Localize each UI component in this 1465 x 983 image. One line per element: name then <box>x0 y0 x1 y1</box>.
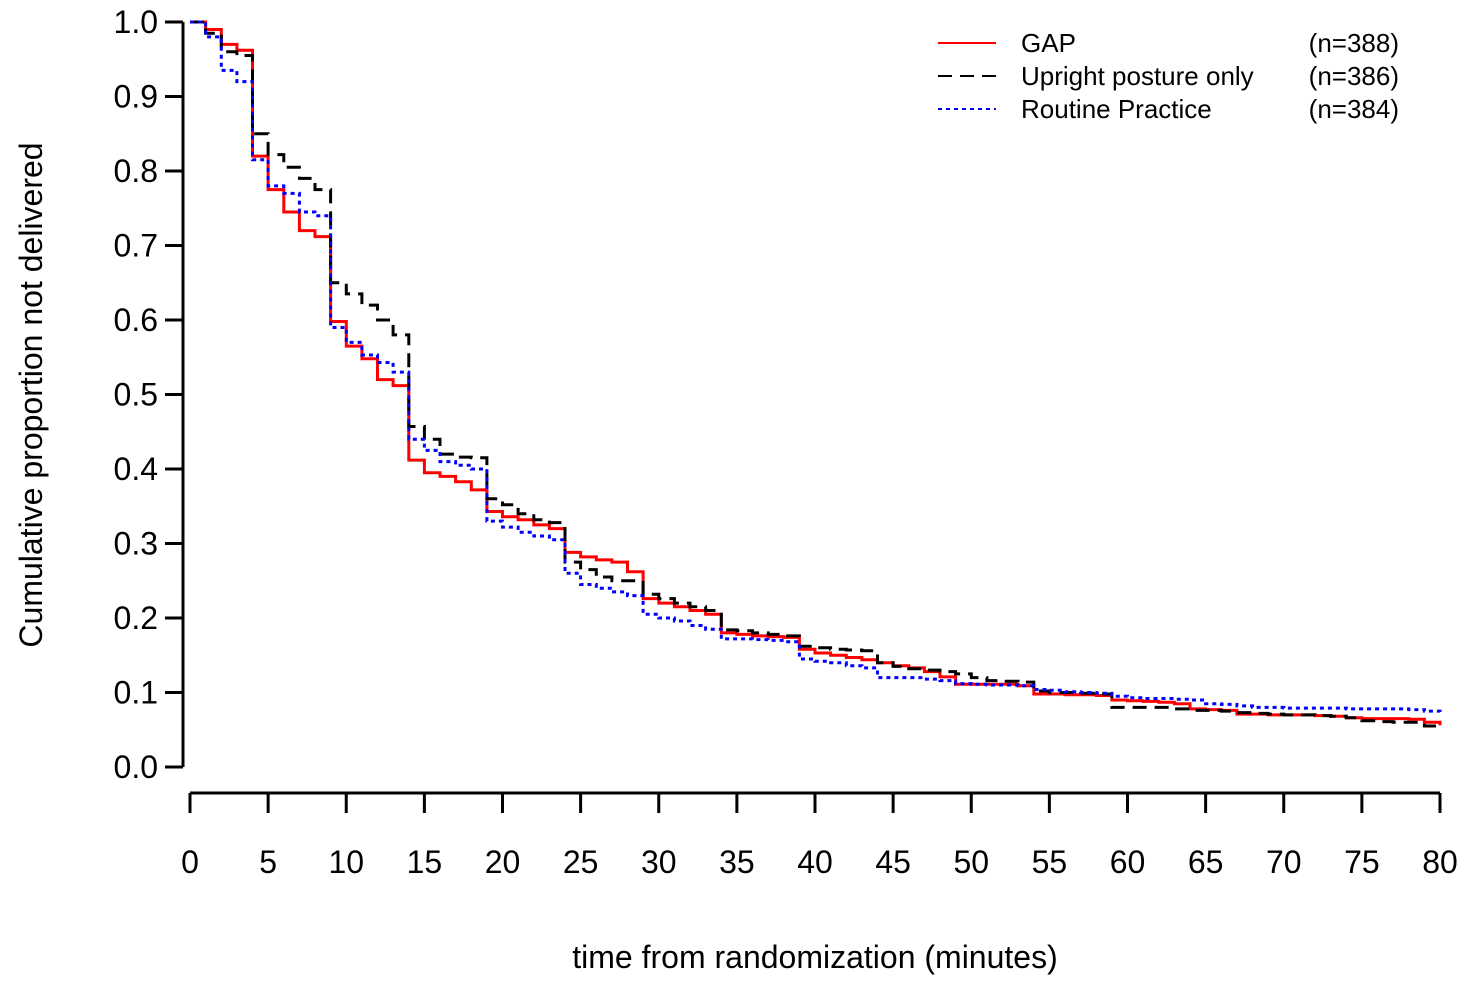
y-tick-label: 0.1 <box>114 675 158 711</box>
y-tick-label: 0.3 <box>114 526 158 562</box>
x-axis: 0 5 10 15 20 25 30 35 40 45 50 55 60 65 70 75 80 <box>181 791 1458 880</box>
x-tick-label: 60 <box>1110 844 1146 880</box>
legend: GAP (n=388) Upright posture only (n=386) Rou… <box>938 28 1399 124</box>
y-tick-label: 0.8 <box>114 153 158 189</box>
y-axis-title: Cumulative proportion not delivered <box>13 142 49 647</box>
x-tick-label: 40 <box>797 844 833 880</box>
series-group <box>190 20 1442 728</box>
y-tick-label: 0.4 <box>114 451 158 487</box>
x-tick-label: 15 <box>407 844 443 880</box>
legend-label-0: GAP <box>1021 28 1076 58</box>
legend-count-1: (n=386) <box>1309 61 1399 91</box>
y-tick-label: 0.6 <box>114 302 158 338</box>
x-tick-label: 20 <box>485 844 521 880</box>
x-tick-label: 10 <box>328 844 364 880</box>
series-line-1 <box>190 20 1442 728</box>
x-axis-title: time from randomization (minutes) <box>572 939 1057 975</box>
y-tick-label: 0.7 <box>114 228 158 264</box>
x-tick-label: 50 <box>953 844 989 880</box>
y-tick-label: 1.0 <box>114 4 158 40</box>
legend-label-1: Upright posture only <box>1021 61 1254 91</box>
x-tick-label: 55 <box>1032 844 1068 880</box>
y-tick-label: 0.0 <box>114 749 158 785</box>
x-tick-label: 5 <box>259 844 277 880</box>
legend-count-2: (n=384) <box>1309 94 1399 124</box>
x-tick-label: 65 <box>1188 844 1224 880</box>
y-tick-label: 0.9 <box>114 79 158 115</box>
x-tick-label: 30 <box>641 844 677 880</box>
x-tick-label: 25 <box>563 844 599 880</box>
x-tick-label: 75 <box>1344 844 1380 880</box>
x-tick-label: 0 <box>181 844 199 880</box>
y-tick-label: 0.2 <box>114 600 158 636</box>
y-tick-label: 0.5 <box>114 377 158 413</box>
x-tick-label: 80 <box>1422 844 1458 880</box>
x-tick-label: 35 <box>719 844 755 880</box>
x-tick-label: 70 <box>1266 844 1302 880</box>
legend-label-2: Routine Practice <box>1021 94 1212 124</box>
y-axis: 0.0 0.1 0.2 0.3 0.4 0.5 0.6 0.7 0.8 0.9 1.0 <box>114 4 185 785</box>
x-tick-label: 45 <box>875 844 911 880</box>
legend-count-0: (n=388) <box>1309 28 1399 58</box>
series-line-2 <box>190 20 1442 714</box>
series-line-0 <box>190 20 1442 726</box>
